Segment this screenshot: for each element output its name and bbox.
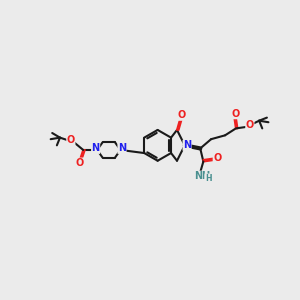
Text: H: H <box>205 174 211 183</box>
Text: N: N <box>92 143 100 153</box>
Text: H: H <box>205 174 211 183</box>
Text: N: N <box>118 143 126 153</box>
Text: NH: NH <box>194 171 210 181</box>
Text: O: O <box>246 119 254 130</box>
Text: O: O <box>76 158 84 168</box>
Text: O: O <box>178 110 186 120</box>
Text: O: O <box>213 153 221 164</box>
Text: NH: NH <box>194 172 210 182</box>
Text: O: O <box>67 135 75 145</box>
Text: N: N <box>183 140 191 150</box>
Text: O: O <box>231 109 239 119</box>
